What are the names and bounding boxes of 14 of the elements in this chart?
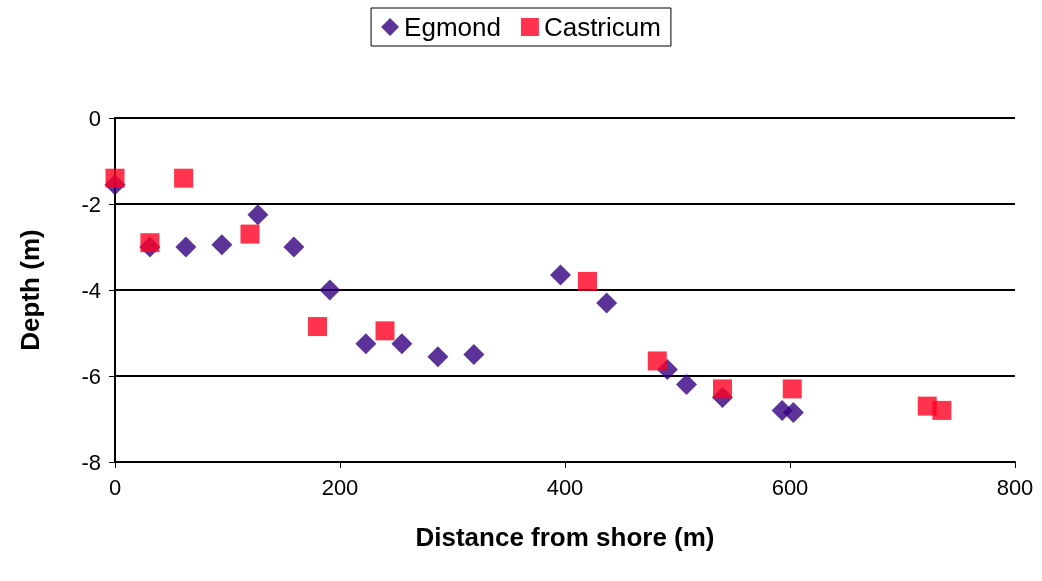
y-tick-label: -6	[81, 363, 101, 389]
x-tick-label: 400	[546, 474, 584, 500]
x-tick-label: 600	[771, 474, 809, 500]
y-tick-label: -8	[81, 449, 101, 475]
y-axis-title: Depth (m)	[15, 229, 45, 351]
legend-label: Egmond	[404, 12, 501, 42]
x-tick-label: 800	[996, 474, 1034, 500]
x-tick-label: 200	[321, 474, 359, 500]
x-axis-title: Distance from shore (m)	[415, 522, 715, 552]
y-tick-label: -2	[81, 191, 101, 217]
y-tick-label: 0	[88, 105, 101, 131]
y-tick-label: -4	[81, 277, 101, 303]
legend-label: Castricum	[543, 12, 661, 42]
x-tick-label: 0	[108, 474, 122, 500]
